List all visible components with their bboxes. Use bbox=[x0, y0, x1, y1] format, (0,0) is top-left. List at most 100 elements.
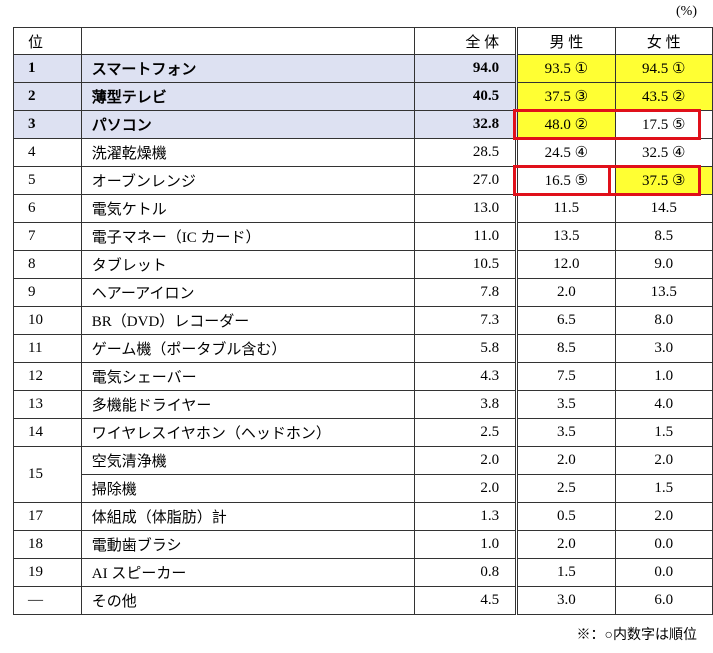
total-cell: 4.3 bbox=[413, 362, 519, 391]
rank-cell: 19 bbox=[13, 558, 82, 587]
table-row: 13 多機能ドライヤー 3.8 3.5 4.0 bbox=[13, 390, 713, 419]
male-cell: 7.5 bbox=[516, 362, 616, 391]
male-cell: 48.0 ② bbox=[516, 110, 616, 139]
total-cell: 2.0 bbox=[413, 446, 519, 475]
header-cell: 全 体 bbox=[413, 27, 519, 55]
female-cell: 1.0 bbox=[614, 362, 713, 391]
table-row: 4 洗濯乾燥機 28.5 24.5 ④ 32.5 ④ bbox=[13, 138, 713, 167]
total-cell: 10.5 bbox=[413, 250, 519, 279]
item-cell: 電気シェーバー bbox=[80, 362, 415, 391]
item-cell: ゲーム機（ポータブル含む） bbox=[80, 334, 415, 363]
rank-cell: 5 bbox=[13, 166, 82, 195]
male-cell: 37.5 ③ bbox=[516, 82, 616, 111]
unit-label: (%) bbox=[676, 4, 697, 19]
table-row: 5 オーブンレンジ 27.0 16.5 ⑤ 37.5 ③ bbox=[13, 166, 713, 195]
female-cell: 8.5 bbox=[614, 222, 713, 251]
table-row: 19 AI スピーカー 0.8 1.5 0.0 bbox=[13, 558, 713, 587]
item-cell: 電気ケトル bbox=[80, 194, 415, 223]
rank-cell: 3 bbox=[13, 110, 82, 139]
item-cell: 多機能ドライヤー bbox=[80, 390, 415, 419]
male-cell: 2.0 bbox=[516, 278, 616, 307]
rank-cell: 1 bbox=[13, 54, 82, 83]
total-cell: 13.0 bbox=[413, 194, 519, 223]
rank-cell: 2 bbox=[13, 82, 82, 111]
rank-cell: 15 bbox=[13, 446, 82, 503]
item-cell: BR（DVD）レコーダー bbox=[80, 306, 415, 335]
total-cell: 94.0 bbox=[413, 54, 519, 83]
female-cell: 6.0 bbox=[614, 586, 713, 615]
rank-cell: 10 bbox=[13, 306, 82, 335]
item-cell: AI スピーカー bbox=[80, 558, 415, 587]
item-cell: スマートフォン bbox=[80, 54, 415, 83]
female-cell: 8.0 bbox=[614, 306, 713, 335]
total-cell: 27.0 bbox=[413, 166, 519, 195]
male-cell: 93.5 ① bbox=[516, 54, 616, 83]
female-cell: 17.5 ⑤ bbox=[614, 110, 713, 139]
table-row: 掃除機 2.0 2.5 1.5 bbox=[14, 474, 713, 503]
total-cell: 2.0 bbox=[413, 474, 519, 503]
item-cell: ワイヤレスイヤホン（ヘッドホン） bbox=[80, 418, 415, 447]
header-row: 位 全 体 男 性 女 性 bbox=[13, 27, 713, 55]
total-cell: 2.5 bbox=[413, 418, 519, 447]
female-cell: 9.0 bbox=[614, 250, 713, 279]
item-cell: ヘアーアイロン bbox=[80, 278, 415, 307]
male-cell: 0.5 bbox=[516, 502, 616, 531]
total-cell: 5.8 bbox=[413, 334, 519, 363]
item-cell: パソコン bbox=[80, 110, 415, 139]
rank-cell: 13 bbox=[13, 390, 82, 419]
rank-cell: 11 bbox=[13, 334, 82, 363]
item-cell: 掃除機 bbox=[80, 474, 415, 503]
female-cell: 37.5 ③ bbox=[614, 166, 713, 195]
female-cell: 2.0 bbox=[614, 502, 713, 531]
female-cell: 2.0 bbox=[614, 446, 713, 475]
rank-cell: 9 bbox=[13, 278, 82, 307]
table-row: 15 空気清浄機 2.0 2.0 2.0 bbox=[13, 446, 713, 503]
item-cell: タブレット bbox=[80, 250, 415, 279]
total-cell: 3.8 bbox=[413, 390, 519, 419]
total-cell: 7.8 bbox=[413, 278, 519, 307]
total-cell: 1.0 bbox=[413, 530, 519, 559]
male-cell: 1.5 bbox=[516, 558, 616, 587]
table-row: ― その他 4.5 3.0 6.0 bbox=[13, 586, 713, 615]
table-row: 7 電子マネー（IC カード） 11.0 13.5 8.5 bbox=[13, 222, 713, 251]
item-cell: 洗濯乾燥機 bbox=[80, 138, 415, 167]
female-cell: 3.0 bbox=[614, 334, 713, 363]
male-cell: 6.5 bbox=[516, 306, 616, 335]
total-cell: 28.5 bbox=[413, 138, 519, 167]
table-row: 8 タブレット 10.5 12.0 9.0 bbox=[13, 250, 713, 279]
total-cell: 11.0 bbox=[413, 222, 519, 251]
female-cell: 0.0 bbox=[614, 558, 713, 587]
rank-cell: 17 bbox=[13, 502, 82, 531]
item-cell: 電子マネー（IC カード） bbox=[80, 222, 415, 251]
table-row: 18 電動歯ブラシ 1.0 2.0 0.0 bbox=[13, 530, 713, 559]
male-cell: 24.5 ④ bbox=[516, 138, 616, 167]
table-row: 6 電気ケトル 13.0 11.5 14.5 bbox=[13, 194, 713, 223]
total-cell: 4.5 bbox=[413, 586, 519, 615]
table-row: 12 電気シェーバー 4.3 7.5 1.0 bbox=[13, 362, 713, 391]
female-cell: 0.0 bbox=[614, 530, 713, 559]
table-row: 17 体組成（体脂肪）計 1.3 0.5 2.0 bbox=[13, 502, 713, 531]
table-body: 1 スマートフォン 94.0 93.5 ① 94.5 ① 2 薄型テレビ 40.5 37.5 ③… bbox=[13, 54, 713, 615]
table-row: 9 ヘアーアイロン 7.8 2.0 13.5 bbox=[13, 278, 713, 307]
total-cell: 0.8 bbox=[413, 558, 519, 587]
header-cell: 女 性 bbox=[614, 27, 713, 55]
item-cell: その他 bbox=[80, 586, 415, 615]
female-cell: 13.5 bbox=[614, 278, 713, 307]
rank-cell: 12 bbox=[13, 362, 82, 391]
female-cell: 32.5 ④ bbox=[614, 138, 713, 167]
female-cell: 4.0 bbox=[614, 390, 713, 419]
male-cell: 3.5 bbox=[516, 390, 616, 419]
rank-cell: 4 bbox=[13, 138, 82, 167]
male-cell: 8.5 bbox=[516, 334, 616, 363]
item-cell: 電動歯ブラシ bbox=[80, 530, 415, 559]
male-cell: 3.0 bbox=[516, 586, 616, 615]
item-cell: オーブンレンジ bbox=[80, 166, 415, 195]
header-cell: 男 性 bbox=[516, 27, 616, 55]
female-cell: 1.5 bbox=[614, 474, 713, 503]
rank-cell: ― bbox=[13, 586, 82, 615]
male-cell: 2.5 bbox=[516, 474, 616, 503]
rank-cell: 8 bbox=[13, 250, 82, 279]
total-cell: 1.3 bbox=[413, 502, 519, 531]
